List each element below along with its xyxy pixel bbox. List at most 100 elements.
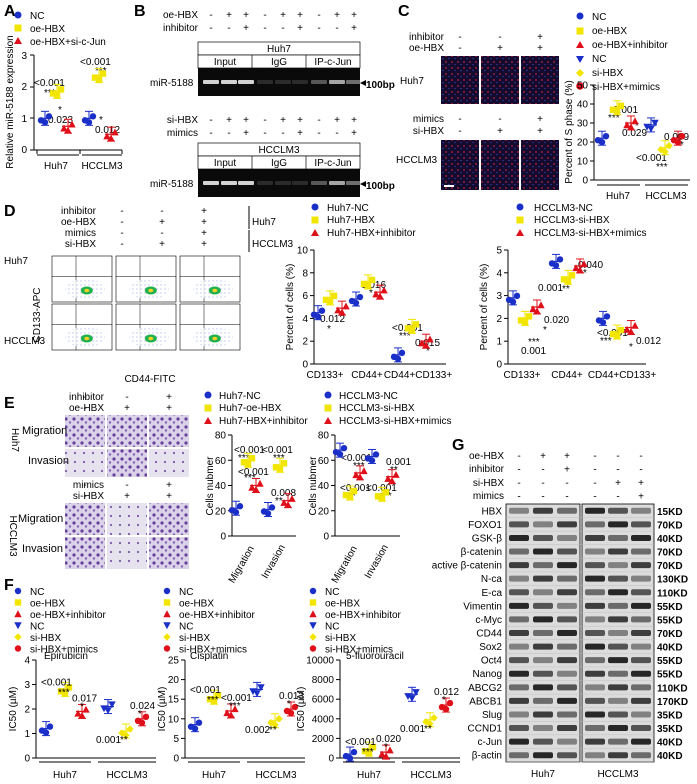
- tick-label: 25: [168, 656, 180, 667]
- tick-label: 20: [168, 675, 180, 686]
- sign: -: [209, 115, 212, 126]
- sign: -: [517, 492, 520, 503]
- assay-label: Invasion: [22, 543, 63, 555]
- data-point: [404, 693, 412, 700]
- data-point: [253, 690, 261, 698]
- protein-label: N-ca: [481, 574, 503, 585]
- size-label: 35KD: [657, 710, 683, 721]
- data-point: [309, 645, 317, 652]
- significance: *: [442, 695, 446, 706]
- data-point: [623, 325, 631, 333]
- sign: -: [616, 465, 619, 476]
- data-point: [412, 321, 420, 328]
- data-point: [426, 335, 434, 343]
- legend-label: HCCLM3-si-HBX: [534, 215, 610, 226]
- micrograph: [441, 140, 479, 190]
- data-point: [412, 689, 420, 696]
- blot-band: [608, 684, 628, 691]
- data-point: [613, 108, 621, 115]
- data-point: [100, 705, 108, 713]
- sign: -: [83, 403, 86, 414]
- tick-label: 3: [496, 291, 502, 302]
- data-point: [398, 349, 406, 357]
- data-point: [99, 70, 107, 77]
- data-point: [533, 307, 541, 315]
- tick-label: 20: [215, 506, 227, 517]
- blot-band: [557, 711, 577, 718]
- condition-label: mimics: [473, 491, 504, 502]
- lane-label: IP-c-Jun: [314, 158, 351, 169]
- sign: -: [317, 10, 320, 21]
- p-value: 0.001: [521, 346, 546, 357]
- data-point: [340, 444, 348, 452]
- blot-band: [608, 602, 628, 609]
- data-point: [163, 610, 171, 618]
- blot-band: [557, 725, 577, 732]
- data-point: [309, 633, 317, 641]
- data-point: [408, 327, 416, 334]
- legend-label: HCCLM3-si-HBX: [339, 403, 415, 414]
- p-value: <0.001: [221, 693, 252, 704]
- data-point: [388, 476, 396, 484]
- p-value: <0.001: [262, 445, 293, 456]
- p-value: 0.029: [622, 128, 647, 139]
- lane-label: Input: [214, 57, 236, 68]
- blot-band: [631, 738, 651, 745]
- blot-band: [557, 657, 577, 664]
- sign: +: [615, 478, 621, 489]
- p-value: 0.001: [400, 724, 425, 735]
- blot-band: [631, 575, 651, 582]
- blot-band: [509, 630, 529, 636]
- cell-line-label: Huh7: [400, 76, 424, 87]
- blot-band: [585, 507, 605, 514]
- data-point: [372, 290, 380, 298]
- data-point: [576, 266, 584, 274]
- legend-label: Huh7-oe-HBX: [219, 403, 282, 414]
- gel-band: [311, 80, 327, 84]
- data-point: [232, 509, 240, 516]
- legend-marker-circle: [14, 11, 22, 19]
- legend-label: si-HBX+mimics: [325, 645, 393, 656]
- data-point: [210, 698, 218, 705]
- tick-label: 1: [21, 114, 27, 125]
- legend-label: NC: [325, 587, 339, 598]
- sign: -: [565, 478, 568, 489]
- data-point: [53, 92, 61, 99]
- chart-title: Epirubicin: [44, 651, 88, 662]
- data-point: [350, 748, 358, 756]
- data-point: [236, 503, 244, 510]
- condition-label: oe-HBX: [163, 10, 198, 21]
- data-point: [352, 299, 360, 307]
- gel-band: [221, 80, 237, 84]
- blot-band: [509, 575, 529, 582]
- tick-label: 10: [577, 157, 589, 168]
- tick-label: CD133+: [504, 370, 541, 381]
- assay-label: Invasion: [28, 455, 69, 467]
- protein-label: c-Myc: [475, 615, 502, 626]
- data-point: [426, 720, 434, 728]
- data-point: [552, 262, 560, 269]
- data-point: [568, 272, 576, 279]
- data-point: [138, 719, 146, 726]
- protein-label: c-Jun: [478, 737, 502, 748]
- sign: -: [593, 478, 596, 489]
- sign: -: [281, 128, 284, 139]
- blot-band: [631, 534, 651, 541]
- size-label: 55KD: [657, 615, 683, 626]
- data-point: [627, 123, 635, 131]
- p-value: 0.020: [544, 315, 569, 326]
- tick-label: 1: [496, 337, 502, 348]
- tick-label: 2: [496, 314, 502, 325]
- data-point: [206, 696, 214, 703]
- sign: +: [334, 10, 340, 21]
- legend-label: si-HBX: [30, 633, 61, 644]
- data-point: [369, 743, 377, 751]
- sign: +: [351, 115, 357, 126]
- p-value: <0.001: [34, 78, 65, 89]
- sign: -: [317, 115, 320, 126]
- data-point: [163, 599, 171, 606]
- data-point: [49, 90, 57, 97]
- sign: +: [537, 114, 543, 125]
- cell-line-label: HCCLM3: [396, 155, 438, 166]
- tick-label: 80: [215, 431, 227, 442]
